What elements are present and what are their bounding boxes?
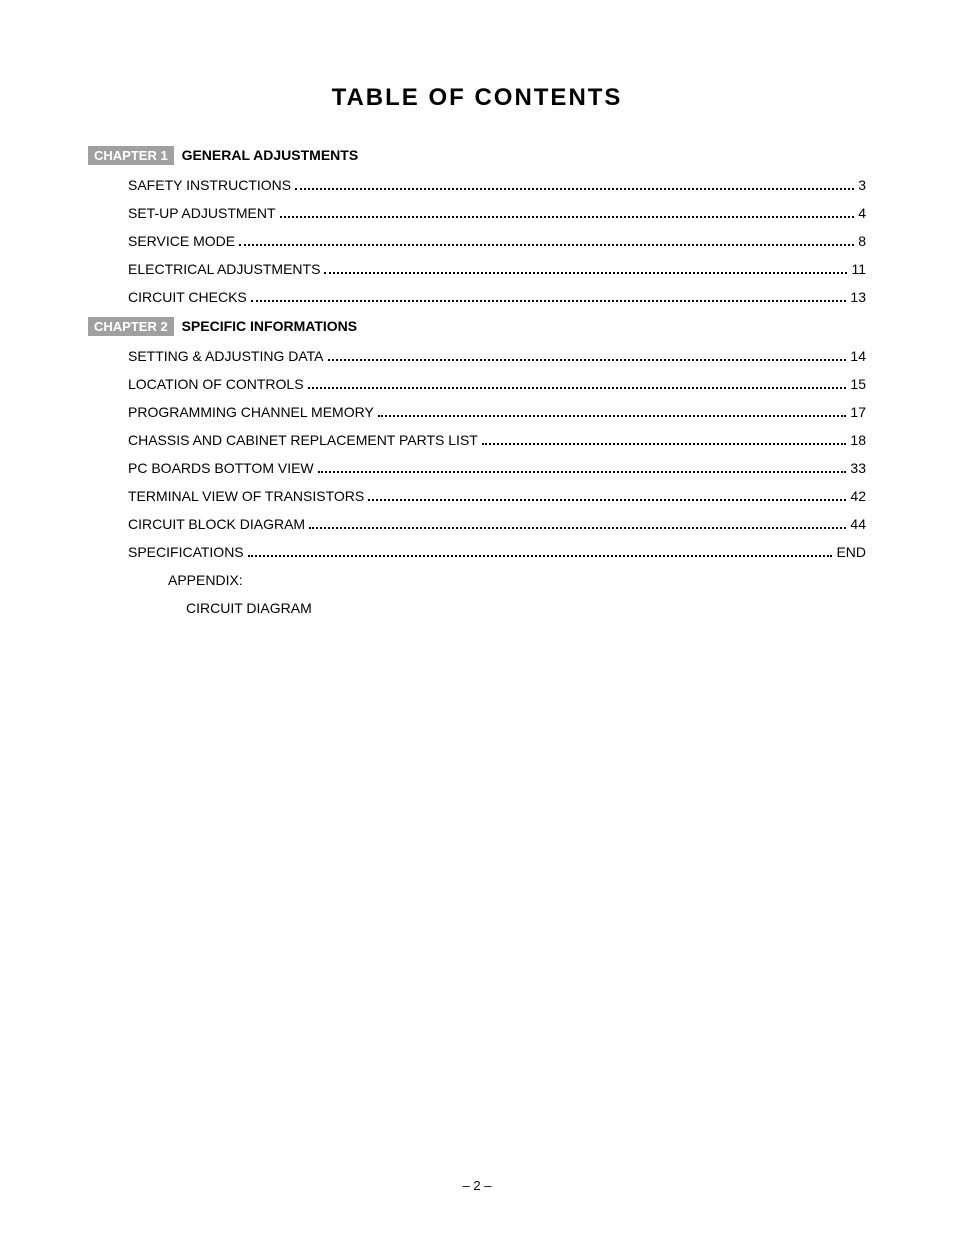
chapter-1-title: GENERAL ADJUSTMENTS <box>182 147 359 163</box>
toc-row: SERVICE MODE 8 <box>128 227 866 255</box>
toc-row: SET-UP ADJUSTMENT 4 <box>128 199 866 227</box>
toc-row: PC BOARDS BOTTOM VIEW 33 <box>128 454 866 482</box>
toc-label: LOCATION OF CONTROLS <box>128 370 304 398</box>
toc-page: 44 <box>850 510 866 538</box>
toc-row: CIRCUIT BLOCK DIAGRAM 44 <box>128 510 866 538</box>
dot-leader <box>295 178 854 190</box>
dot-leader <box>324 262 847 274</box>
chapter-2-badge: CHAPTER 2 <box>88 317 174 336</box>
toc-row: SAFETY INSTRUCTIONS 3 <box>128 171 866 199</box>
toc-page: 14 <box>850 342 866 370</box>
page: TABLE OF CONTENTS CHAPTER 1 GENERAL ADJU… <box>0 0 954 1235</box>
dot-leader <box>239 234 854 246</box>
chapter-2-title: SPECIFIC INFORMATIONS <box>182 318 358 334</box>
toc-label: ELECTRICAL ADJUSTMENTS <box>128 255 320 283</box>
dot-leader <box>251 290 847 302</box>
toc-page: 42 <box>850 482 866 510</box>
toc-page: 18 <box>850 426 866 454</box>
chapter-1-entries: SAFETY INSTRUCTIONS 3 SET-UP ADJUSTMENT … <box>128 171 866 311</box>
chapter-2-header: CHAPTER 2 SPECIFIC INFORMATIONS <box>88 317 866 336</box>
toc-row: PROGRAMMING CHANNEL MEMORY 17 <box>128 398 866 426</box>
toc-page: 4 <box>858 199 866 227</box>
toc-page: 33 <box>850 454 866 482</box>
toc-row: TERMINAL VIEW OF TRANSISTORS 42 <box>128 482 866 510</box>
toc-row: CIRCUIT CHECKS 13 <box>128 283 866 311</box>
toc-label: SET-UP ADJUSTMENT <box>128 199 276 227</box>
toc-label: CIRCUIT CHECKS <box>128 283 247 311</box>
chapter-1-badge: CHAPTER 1 <box>88 146 174 165</box>
dot-leader <box>248 545 833 557</box>
toc-page: 17 <box>850 398 866 426</box>
toc-label: SERVICE MODE <box>128 227 235 255</box>
appendix-item: CIRCUIT DIAGRAM <box>186 594 866 622</box>
toc-page: 8 <box>858 227 866 255</box>
chapter-1-header: CHAPTER 1 GENERAL ADJUSTMENTS <box>88 146 866 165</box>
page-title: TABLE OF CONTENTS <box>88 84 866 112</box>
dot-leader <box>328 349 847 361</box>
toc-page: 15 <box>850 370 866 398</box>
toc-label: SETTING & ADJUSTING DATA <box>128 342 324 370</box>
toc-row: CHASSIS AND CABINET REPLACEMENT PARTS LI… <box>128 426 866 454</box>
toc-row: ELECTRICAL ADJUSTMENTS 11 <box>128 255 866 283</box>
chapter-2-entries: SETTING & ADJUSTING DATA 14 LOCATION OF … <box>128 342 866 622</box>
toc-label: CIRCUIT BLOCK DIAGRAM <box>128 510 305 538</box>
toc-row: SETTING & ADJUSTING DATA 14 <box>128 342 866 370</box>
toc-label: PC BOARDS BOTTOM VIEW <box>128 454 314 482</box>
dot-leader <box>482 433 847 445</box>
dot-leader <box>308 377 847 389</box>
dot-leader <box>309 517 846 529</box>
toc-label: SAFETY INSTRUCTIONS <box>128 171 291 199</box>
page-number: – 2 – <box>0 1178 954 1193</box>
dot-leader <box>368 489 846 501</box>
toc-label: TERMINAL VIEW OF TRANSISTORS <box>128 482 364 510</box>
dot-leader <box>318 461 847 473</box>
toc-page: 13 <box>850 283 866 311</box>
appendix-heading: APPENDIX: <box>168 566 866 594</box>
toc-row: LOCATION OF CONTROLS 15 <box>128 370 866 398</box>
toc-page: END <box>836 538 866 566</box>
toc-page: 11 <box>851 255 866 283</box>
toc-label: PROGRAMMING CHANNEL MEMORY <box>128 398 374 426</box>
toc-label: CHASSIS AND CABINET REPLACEMENT PARTS LI… <box>128 426 478 454</box>
toc-row: SPECIFICATIONS END <box>128 538 866 566</box>
dot-leader <box>378 405 847 417</box>
toc-page: 3 <box>858 171 866 199</box>
dot-leader <box>280 206 855 218</box>
toc-label: SPECIFICATIONS <box>128 538 244 566</box>
